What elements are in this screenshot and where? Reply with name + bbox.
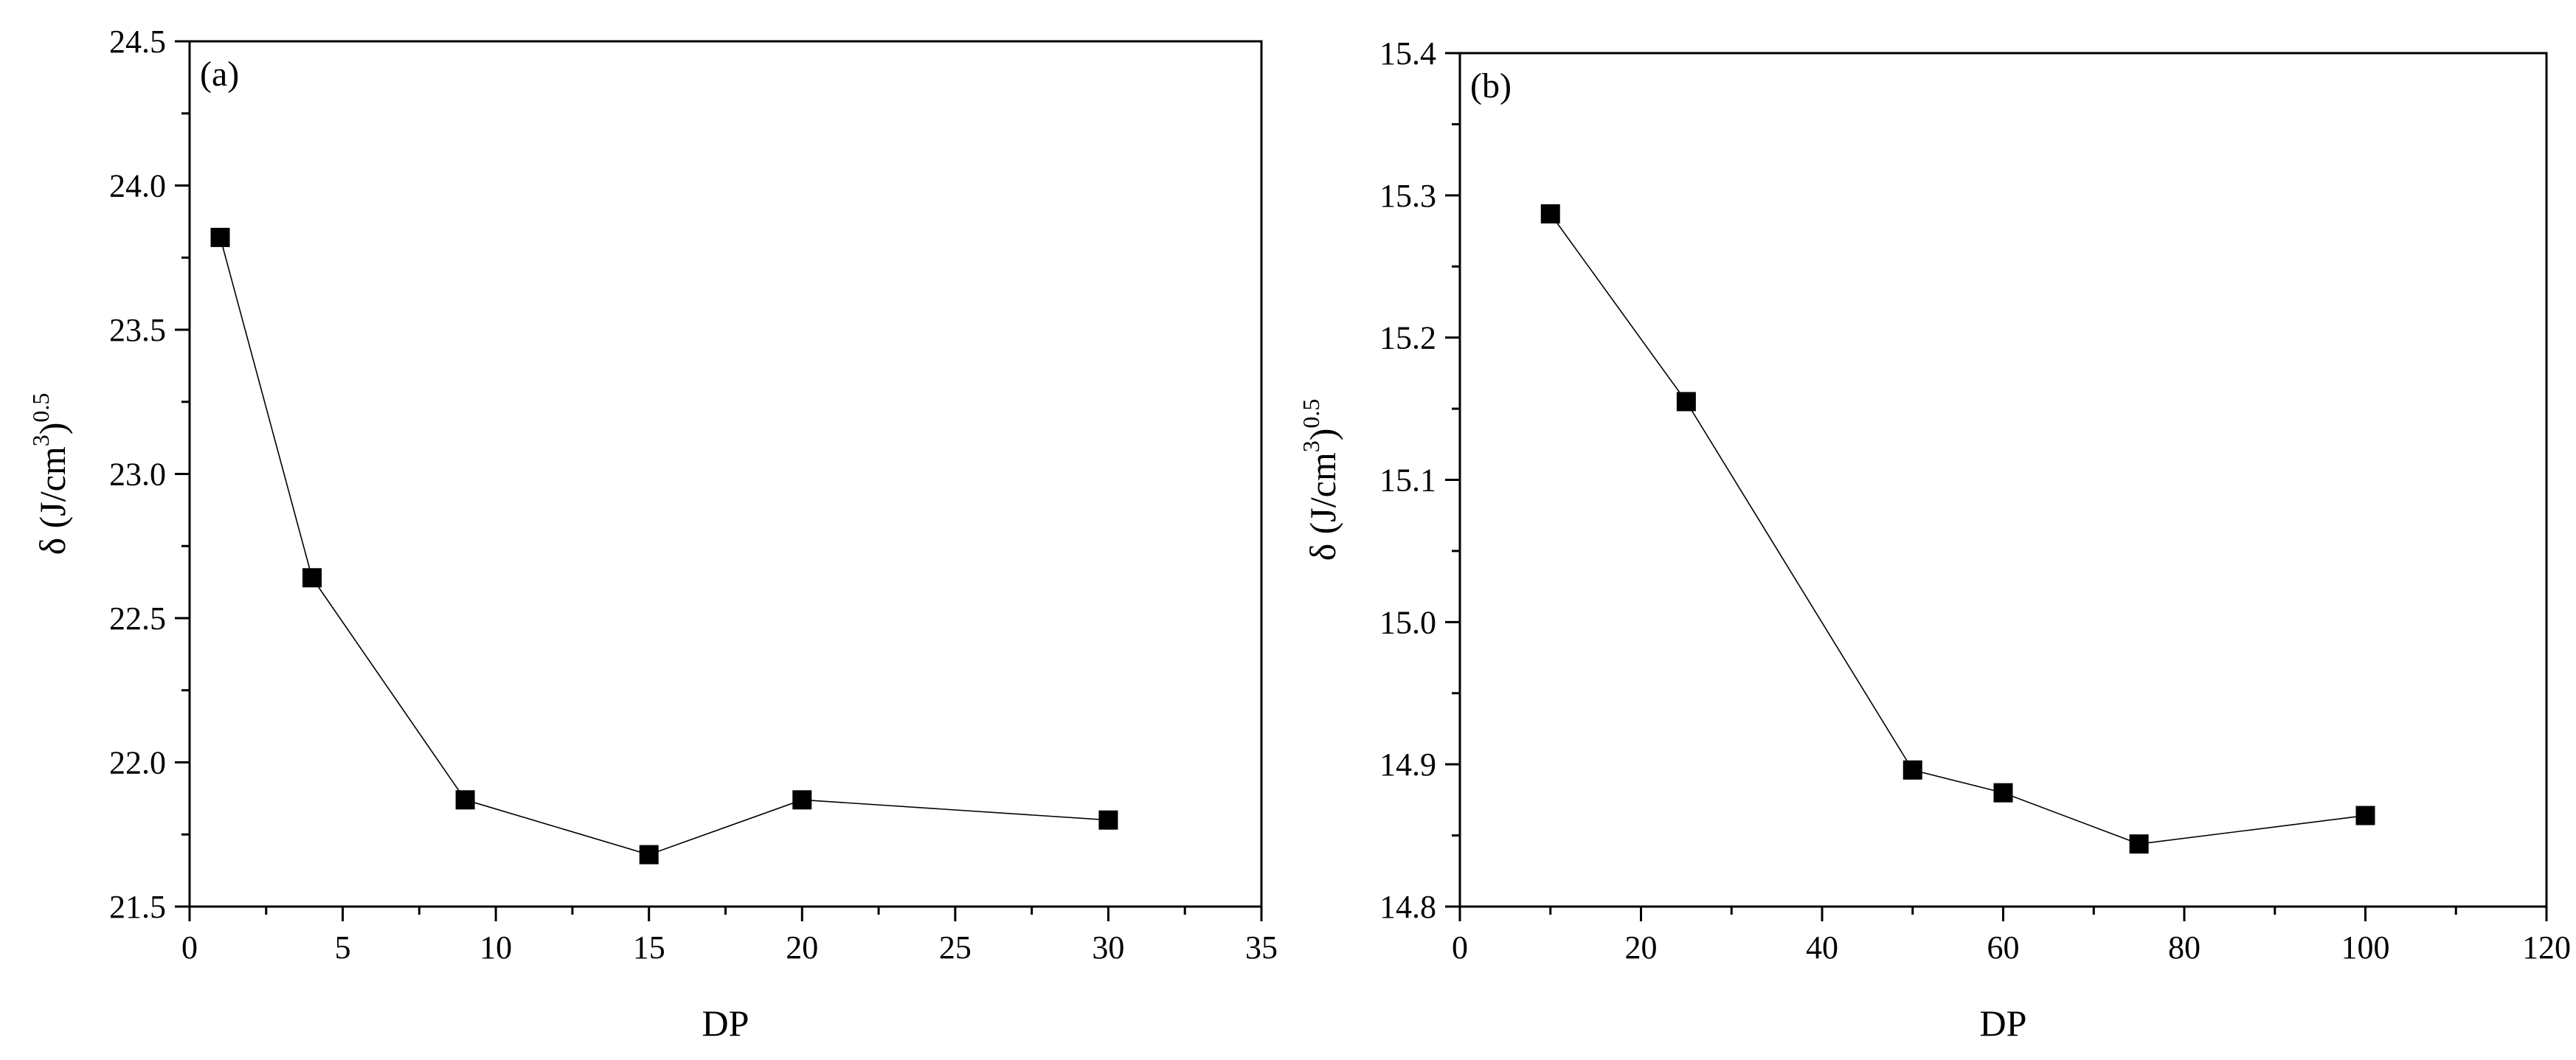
x-tick-label: 120 bbox=[2522, 929, 2571, 966]
y-tick-label: 14.8 bbox=[1379, 889, 1436, 925]
x-tick-label: 0 bbox=[1452, 929, 1468, 966]
y-axis-label-exp2: 0.5 bbox=[27, 393, 54, 423]
data-point bbox=[1993, 783, 2013, 803]
x-axis-label: DP bbox=[1980, 1002, 2027, 1044]
plot-frame bbox=[1458, 52, 2548, 908]
panel-a: 0 5 10 15 20 25 30 35 21.5 22.0 22.5 23.0 23.5 24.0 24… bbox=[27, 24, 1278, 1044]
y-tick-label: 22.0 bbox=[109, 745, 166, 781]
y-axis-label: δ (J/cm3)0.5 bbox=[27, 393, 73, 555]
x-tick-label: 5 bbox=[335, 929, 351, 966]
x-tick-label: 15 bbox=[633, 929, 665, 966]
x-tick-label: 30 bbox=[1092, 929, 1124, 966]
x-tick-label: 10 bbox=[479, 929, 512, 966]
series-line bbox=[1550, 213, 2366, 845]
y-axis-label-exp1: 3 bbox=[1298, 440, 1324, 452]
y-axis-label: δ (J/cm3)0.5 bbox=[1298, 399, 1343, 561]
data-point bbox=[1098, 810, 1118, 830]
x-tick-label: 80 bbox=[2168, 929, 2201, 966]
y-tick-label: 15.1 bbox=[1379, 463, 1436, 499]
y-axis-label-exp2: 0.5 bbox=[1298, 399, 1324, 429]
data-point bbox=[1676, 392, 1696, 412]
y-tick-label: 15.0 bbox=[1379, 604, 1436, 640]
y-tick-label: 15.4 bbox=[1379, 35, 1436, 72]
y-tick-label: 15.3 bbox=[1379, 178, 1436, 214]
x-tick-label: 40 bbox=[1806, 929, 1838, 966]
y-tick-label: 24.5 bbox=[109, 24, 166, 60]
y-axis-label-symbol: δ (J/cm bbox=[1302, 452, 1343, 561]
data-point bbox=[2355, 806, 2375, 825]
data-point bbox=[210, 227, 230, 247]
y-tick-label: 23.5 bbox=[109, 312, 166, 348]
y-axis-label-symbol: δ (J/cm bbox=[32, 446, 73, 555]
y-tick-label: 21.5 bbox=[109, 889, 166, 925]
y-axis-label-close: ) bbox=[32, 423, 73, 435]
data-point bbox=[1902, 760, 1922, 780]
data-point bbox=[792, 790, 812, 810]
y-tick-label: 14.9 bbox=[1379, 746, 1436, 783]
data-point bbox=[639, 845, 659, 865]
y-tick-label: 22.5 bbox=[109, 600, 166, 637]
data-point bbox=[1540, 204, 1560, 224]
y-tick-label: 15.2 bbox=[1379, 320, 1436, 356]
panel-tag: (a) bbox=[200, 55, 239, 94]
y-axis-label-exp1: 3 bbox=[27, 434, 54, 446]
x-tick-label: 0 bbox=[181, 929, 198, 966]
y-axis-label-close: ) bbox=[1302, 429, 1343, 441]
panel-tag: (b) bbox=[1470, 66, 1512, 105]
data-point bbox=[2129, 834, 2149, 854]
series-line bbox=[219, 237, 1109, 856]
plot-frame bbox=[188, 40, 1263, 908]
x-tick-label: 60 bbox=[1987, 929, 2020, 966]
panel-b: 0 20 40 60 80 100 120 14.8 14.9 15.0 15.1 15.2 15.3 1… bbox=[1298, 35, 2571, 1044]
data-point bbox=[455, 790, 475, 810]
y-tick-label: 24.0 bbox=[109, 168, 166, 204]
x-tick-label: 25 bbox=[939, 929, 972, 966]
x-tick-label: 20 bbox=[1625, 929, 1658, 966]
x-tick-label: 100 bbox=[2341, 929, 2390, 966]
y-tick-label: 23.0 bbox=[109, 457, 166, 493]
data-point bbox=[302, 568, 322, 588]
x-axis-label: DP bbox=[702, 1002, 749, 1044]
x-tick-label: 20 bbox=[786, 929, 818, 966]
x-tick-label: 35 bbox=[1245, 929, 1278, 966]
